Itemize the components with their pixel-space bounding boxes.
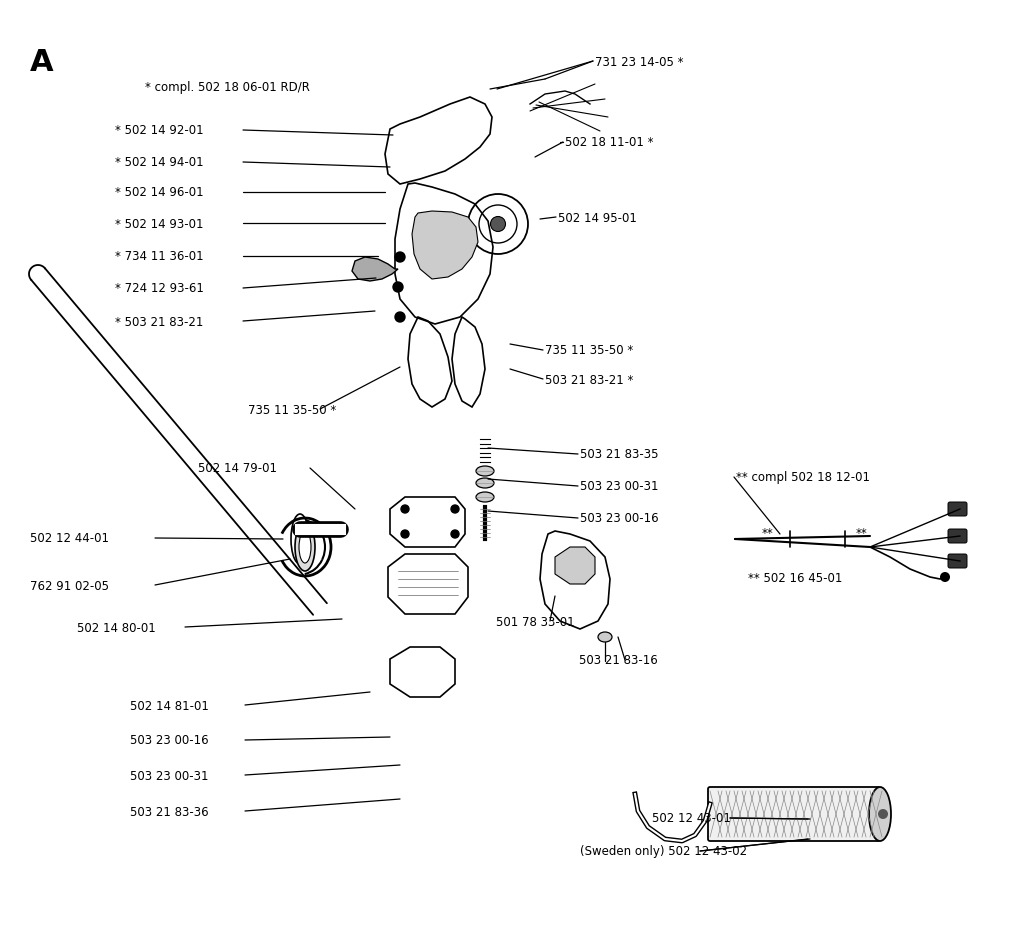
Text: 735 11 35-50 *: 735 11 35-50 * xyxy=(248,403,336,416)
Ellipse shape xyxy=(476,479,494,488)
Text: 503 23 00-16: 503 23 00-16 xyxy=(130,733,209,747)
Ellipse shape xyxy=(869,787,891,841)
Ellipse shape xyxy=(598,632,612,642)
Text: 502 14 79-01: 502 14 79-01 xyxy=(198,462,278,475)
Ellipse shape xyxy=(295,523,315,571)
FancyBboxPatch shape xyxy=(948,554,967,568)
Text: 502 14 80-01: 502 14 80-01 xyxy=(77,621,156,633)
Ellipse shape xyxy=(490,217,506,232)
Circle shape xyxy=(393,282,403,293)
Text: 503 21 83-21 *: 503 21 83-21 * xyxy=(545,373,634,386)
Text: ** 502 16 45-01: ** 502 16 45-01 xyxy=(748,571,843,584)
Text: 502 12 43-01: 502 12 43-01 xyxy=(652,812,731,825)
Polygon shape xyxy=(555,548,595,584)
Text: * 502 14 93-01: * 502 14 93-01 xyxy=(115,217,204,230)
Ellipse shape xyxy=(299,531,311,564)
FancyBboxPatch shape xyxy=(948,502,967,516)
Circle shape xyxy=(451,505,459,514)
Text: * 503 21 83-21: * 503 21 83-21 xyxy=(115,315,204,329)
Text: * compl. 502 18 06-01 RD/R: * compl. 502 18 06-01 RD/R xyxy=(145,81,310,94)
Ellipse shape xyxy=(291,514,309,565)
Polygon shape xyxy=(352,258,398,281)
Text: **: ** xyxy=(856,527,867,540)
Circle shape xyxy=(955,504,965,514)
Text: 503 21 83-35: 503 21 83-35 xyxy=(580,448,658,461)
Text: (Sweden only) 502 12 43-02: (Sweden only) 502 12 43-02 xyxy=(580,845,748,857)
Text: 731 23 14-05 *: 731 23 14-05 * xyxy=(595,56,683,68)
Text: 502 14 81-01: 502 14 81-01 xyxy=(130,699,209,712)
Text: 503 23 00-31: 503 23 00-31 xyxy=(130,768,209,782)
Text: A: A xyxy=(30,48,53,76)
Text: * 724 12 93-61: * 724 12 93-61 xyxy=(115,282,204,295)
Text: 503 21 83-36: 503 21 83-36 xyxy=(130,804,209,818)
Text: 502 12 44-01: 502 12 44-01 xyxy=(30,531,109,545)
Polygon shape xyxy=(412,211,478,279)
Text: 502 18 11-01 *: 502 18 11-01 * xyxy=(565,136,653,149)
Circle shape xyxy=(451,531,459,538)
Circle shape xyxy=(955,556,965,566)
Circle shape xyxy=(940,572,950,582)
Text: * 502 14 96-01: * 502 14 96-01 xyxy=(115,186,204,199)
Text: 503 21 83-16: 503 21 83-16 xyxy=(579,654,657,666)
Text: * 734 11 36-01: * 734 11 36-01 xyxy=(115,250,204,263)
Text: 501 78 33-01: 501 78 33-01 xyxy=(496,615,574,628)
Circle shape xyxy=(401,531,409,538)
Text: 502 14 95-01: 502 14 95-01 xyxy=(558,211,637,225)
Circle shape xyxy=(878,809,888,819)
Text: **: ** xyxy=(762,527,774,540)
Text: 503 23 00-16: 503 23 00-16 xyxy=(580,512,658,525)
Text: * 502 14 92-01: * 502 14 92-01 xyxy=(115,125,204,138)
Text: 735 11 35-50 *: 735 11 35-50 * xyxy=(545,345,633,357)
Ellipse shape xyxy=(476,466,494,477)
Text: 762 91 02-05: 762 91 02-05 xyxy=(30,579,109,592)
Circle shape xyxy=(395,312,406,323)
Circle shape xyxy=(401,505,409,514)
Text: * 502 14 94-01: * 502 14 94-01 xyxy=(115,157,204,169)
Ellipse shape xyxy=(476,493,494,502)
Circle shape xyxy=(955,531,965,542)
Text: ** compl 502 18 12-01: ** compl 502 18 12-01 xyxy=(736,471,870,484)
Circle shape xyxy=(395,253,406,262)
Text: 503 23 00-31: 503 23 00-31 xyxy=(580,480,658,493)
FancyBboxPatch shape xyxy=(708,787,880,841)
FancyBboxPatch shape xyxy=(948,530,967,544)
